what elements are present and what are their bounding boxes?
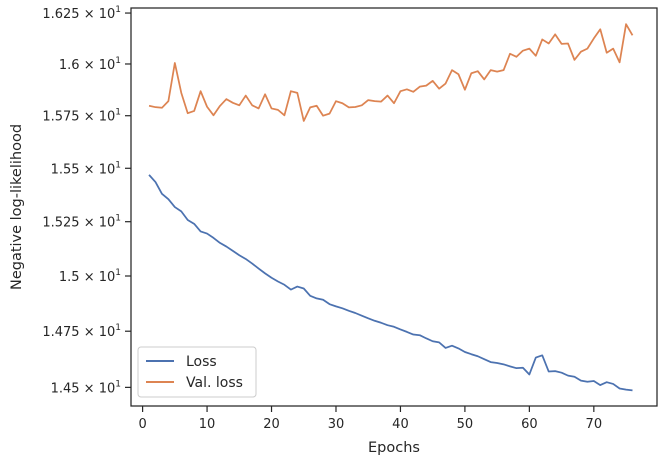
y-axis-label: Negative log-likelihood <box>9 124 25 290</box>
legend-label-val-loss: Val. loss <box>186 375 243 391</box>
plot-frame <box>130 7 658 407</box>
y-tick-label: 1.525 × 101 <box>42 214 121 231</box>
x-axis: 0 10 20 30 40 50 60 70 <box>138 406 602 432</box>
x-tick-label: 60 <box>521 417 538 432</box>
series-line-1 <box>148 23 634 122</box>
legend: Loss Val. loss <box>137 346 257 398</box>
x-tick-label: 50 <box>457 417 474 432</box>
x-tick-label: 40 <box>392 417 409 432</box>
y-tick-label: 1.575 × 101 <box>42 108 121 125</box>
x-tick-label: 20 <box>263 417 280 432</box>
legend-box <box>137 346 257 398</box>
y-tick-label: 1.45 × 101 <box>51 379 121 396</box>
x-axis-label: Epochs <box>368 440 420 456</box>
plot-background <box>131 8 657 406</box>
series-line-0 <box>148 174 633 392</box>
series-layer <box>148 23 634 392</box>
y-tick-label: 1.625 × 101 <box>42 5 121 22</box>
x-tick-label: 30 <box>328 417 345 432</box>
y-axis: 1.45 × 101 1.475 × 101 1.5 × 101 1.525 × 10… <box>42 5 131 396</box>
x-tick-label: 10 <box>199 417 216 432</box>
y-tick-label: 1.55 × 101 <box>51 160 121 177</box>
y-tick-label: 1.475 × 101 <box>42 323 121 340</box>
x-tick-label: 0 <box>138 417 146 432</box>
y-tick-label: 1.6 × 101 <box>59 56 121 73</box>
x-tick-label: 70 <box>586 417 603 432</box>
y-tick-label: 1.5 × 101 <box>59 268 121 285</box>
legend-label-loss: Loss <box>186 354 217 370</box>
